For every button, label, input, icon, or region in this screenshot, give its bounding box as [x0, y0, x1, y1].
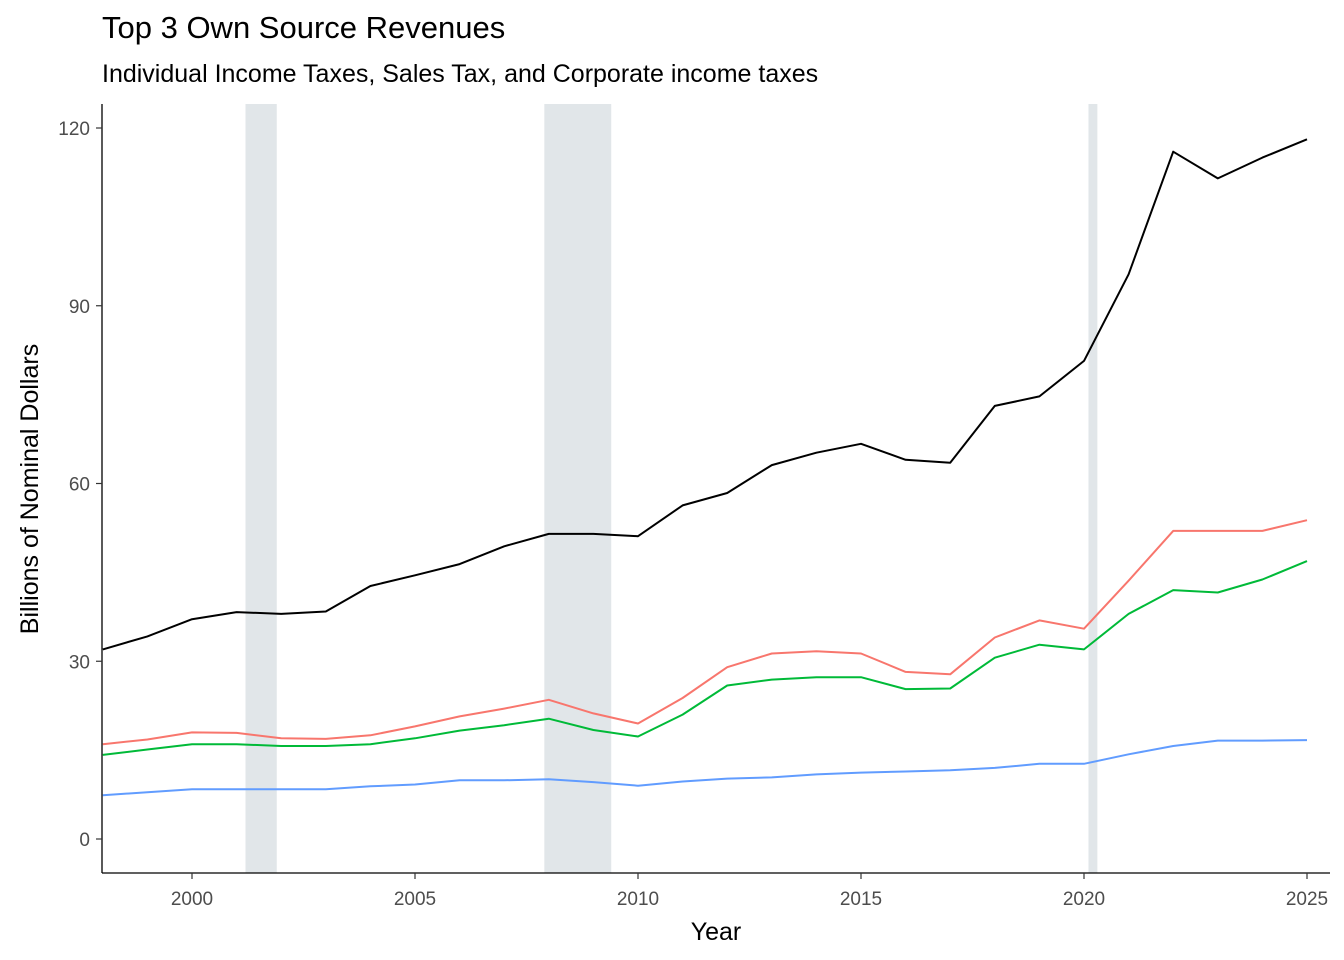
x-tick-label-2015: 2015: [840, 889, 882, 910]
x-tick-label-2000: 2000: [171, 889, 213, 910]
x-tick-label-2010: 2010: [617, 889, 659, 910]
recession-bands: [245, 104, 1098, 873]
series-line-1: [102, 519, 1308, 746]
x-tick-label-2025: 2025: [1286, 889, 1328, 910]
x-axis-title: Year: [691, 918, 742, 946]
y-tick-label-90: 90: [69, 297, 90, 318]
recession-band-1: [544, 104, 612, 873]
ticks: 2000 2005 2010 2015 2020 2025 0 30 60 90 120: [58, 119, 1328, 910]
series-line-0: [102, 138, 1308, 651]
y-tick-label-60: 60: [69, 475, 90, 496]
series-lines: [102, 138, 1308, 797]
chart-title: Top 3 Own Source Revenues: [102, 10, 506, 45]
x-tick-label-2005: 2005: [394, 889, 436, 910]
y-tick-label-30: 30: [69, 652, 90, 673]
recession-band-0: [245, 104, 277, 873]
axes: [101, 104, 1330, 874]
series-line-2: [102, 560, 1308, 756]
y-tick-label-120: 120: [58, 119, 90, 140]
series-line-3: [102, 739, 1308, 797]
recession-band-2: [1088, 104, 1098, 873]
x-tick-label-2020: 2020: [1063, 889, 1105, 910]
y-tick-label-0: 0: [79, 830, 90, 851]
y-axis-title: Billions of Nominal Dollars: [16, 344, 44, 634]
chart-subtitle: Individual Income Taxes, Sales Tax, and …: [102, 60, 819, 88]
